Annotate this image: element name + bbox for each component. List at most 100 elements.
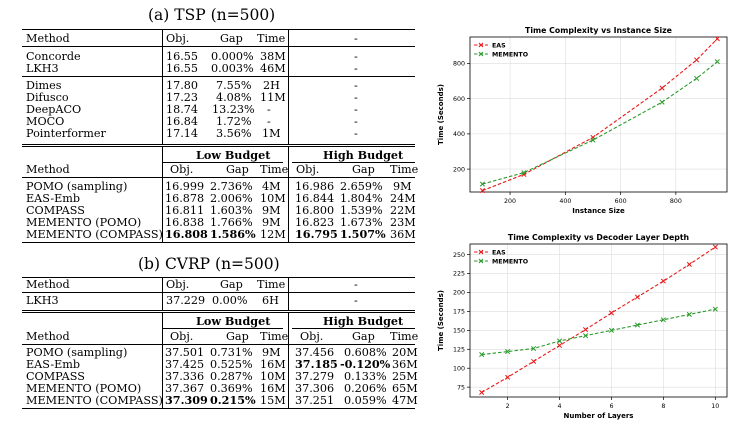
cell-time: 11M xyxy=(260,91,286,104)
rule xyxy=(22,146,415,147)
cell-low-time: 15M xyxy=(260,394,286,407)
y-tick-label: 150 xyxy=(453,328,465,335)
data-point-marker xyxy=(686,261,692,268)
y-tick-label: 800 xyxy=(453,61,465,68)
cell-time: 2H xyxy=(263,79,280,92)
legend-label: EAS xyxy=(492,249,506,256)
cell-right: - xyxy=(354,127,358,140)
col-header-gap: Gap xyxy=(220,278,243,291)
data-point-marker xyxy=(712,306,718,312)
cell-high-obj: 37.251 xyxy=(295,394,335,407)
data-point-marker xyxy=(608,327,615,333)
rule xyxy=(162,29,163,145)
data-point-marker xyxy=(634,294,640,300)
cvrp-table: Method Obj. Gap Time - LKH3 37.229 0.00%… xyxy=(22,277,418,409)
x-tick-label: 8 xyxy=(661,403,665,410)
x-axis-label: Instance Size xyxy=(572,207,625,215)
rule xyxy=(162,328,283,329)
legend-marker xyxy=(478,258,484,264)
cell-right: - xyxy=(354,91,358,104)
cell-high-obj: 16.986 xyxy=(295,180,335,193)
high-budget-header: High Budget xyxy=(323,148,404,162)
tsp-caption: (a) TSP (n=500) xyxy=(148,6,276,24)
cell-low-gap: 0.525% xyxy=(210,358,253,371)
cell-low-obj: 16.999 xyxy=(165,180,205,193)
cell-obj: 17.80 xyxy=(166,79,199,92)
cell-low-gap: 0.287% xyxy=(210,370,253,383)
chart-title: Time Complexity vs Decoder Layer Depth xyxy=(508,233,689,242)
cell-low-gap: 1.586% xyxy=(210,227,256,241)
cell-right: - xyxy=(354,50,358,63)
x-tick-label: 10 xyxy=(711,403,719,410)
x-tick-label: 400 xyxy=(559,198,571,205)
cell-obj: 37.229 xyxy=(166,294,206,307)
cell-low-obj: 37.336 xyxy=(165,370,205,383)
col-header-obj: Obj. xyxy=(296,163,320,176)
legend-label: MEMENTO xyxy=(492,51,529,58)
rule xyxy=(22,277,415,278)
cell-right: - xyxy=(354,79,358,92)
col-header-gap: Gap xyxy=(352,330,375,343)
y-tick-label: 250 xyxy=(453,252,465,259)
data-point-marker xyxy=(479,188,485,194)
data-point-marker xyxy=(714,36,720,42)
cell-obj: 16.55 xyxy=(166,50,199,63)
cell-low-time: 10M xyxy=(260,192,286,205)
cell-low-time: 9M xyxy=(262,204,281,217)
cell-method: LKH3 xyxy=(26,294,59,307)
chart-instance-size: Time Complexity vs Instance Size 200 400 60… xyxy=(437,26,728,215)
cell-method: COMPASS xyxy=(26,370,85,383)
rule xyxy=(22,312,415,313)
x-axis-label: Number of Layers xyxy=(564,412,634,420)
cell-method: MOCO xyxy=(26,115,65,128)
cell-low-obj: 16.838 xyxy=(165,216,205,229)
cell-right: - xyxy=(354,103,358,116)
rule xyxy=(22,29,415,30)
cell-high-gap: 0.133% xyxy=(344,370,387,383)
cell-high-time: 23M xyxy=(390,216,416,229)
rule xyxy=(162,162,283,163)
rule xyxy=(22,46,415,47)
x-tick-label: 2 xyxy=(506,403,510,410)
cell-method: DeepACO xyxy=(26,103,82,116)
y-axis-label: Time (Seconds) xyxy=(437,290,445,351)
legend-marker xyxy=(478,51,484,57)
cell-low-gap: 2.006% xyxy=(210,192,253,205)
data-point-marker xyxy=(608,310,615,316)
rule xyxy=(288,313,289,409)
cell-gap: 3.56% xyxy=(216,127,252,140)
cell-gap: 0.00% xyxy=(212,294,248,307)
cell-low-time: 9M xyxy=(262,346,281,359)
cell-gap: 0.000% xyxy=(211,50,254,63)
cell-low-obj: 37.501 xyxy=(165,346,205,359)
x-tick-label: 200 xyxy=(504,198,516,205)
cell-low-obj: 16.811 xyxy=(165,204,205,217)
y-tick-label: 200 xyxy=(453,290,465,297)
col-header-gap: Gap xyxy=(226,163,249,176)
legend-marker xyxy=(478,42,484,48)
cell-method: MEMENTO (POMO) xyxy=(26,216,142,229)
col-header-time: Time xyxy=(390,163,419,176)
cell-low-gap: 0.215% xyxy=(210,393,256,407)
x-tick-label: 4 xyxy=(558,403,562,410)
cell-low-gap: 0.731% xyxy=(210,346,253,359)
cell-low-time: 12M xyxy=(260,228,286,241)
series-line xyxy=(481,308,716,356)
y-tick-label: 125 xyxy=(453,346,465,353)
cell-high-gap: 1.804% xyxy=(340,192,383,205)
cell-low-time: 10M xyxy=(260,370,286,383)
data-point-marker xyxy=(686,311,692,317)
rule xyxy=(22,292,415,293)
cell-high-obj: 16.823 xyxy=(295,216,335,229)
cell-gap: 7.55% xyxy=(216,79,252,92)
y-tick-label: 400 xyxy=(453,131,465,138)
tsp-table: Method Obj. Gap Time - Concorde 16.55 0.… xyxy=(0,0,430,250)
cell-obj: 18.74 xyxy=(166,103,199,116)
col-header-time: Time xyxy=(257,278,286,291)
rule xyxy=(288,277,289,311)
data-point-marker xyxy=(521,170,527,176)
cell-method: EAS-Emb xyxy=(26,192,81,205)
col-header-method: Method xyxy=(26,163,70,176)
cell-high-gap: 0.059% xyxy=(344,394,387,407)
rule xyxy=(288,29,289,145)
